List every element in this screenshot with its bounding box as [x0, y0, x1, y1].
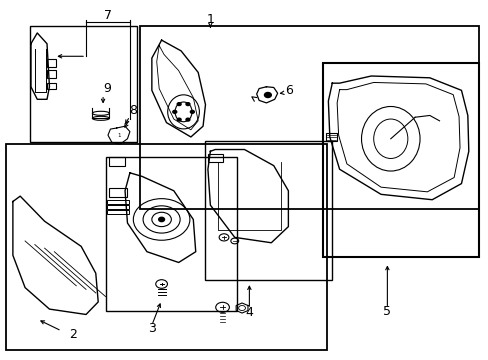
Bar — [107, 205, 129, 210]
Bar — [109, 188, 127, 197]
Bar — [140, 26, 478, 209]
Bar — [107, 210, 129, 215]
Bar — [107, 200, 129, 204]
Circle shape — [185, 118, 189, 121]
Text: 1: 1 — [206, 13, 214, 26]
Circle shape — [264, 93, 271, 98]
Circle shape — [177, 118, 181, 121]
Text: 3: 3 — [147, 322, 156, 335]
Text: 6: 6 — [285, 84, 293, 97]
Bar — [109, 157, 124, 166]
Bar — [47, 59, 56, 67]
Circle shape — [158, 217, 164, 222]
Bar — [47, 70, 56, 78]
Text: 8: 8 — [129, 104, 137, 117]
Circle shape — [185, 103, 189, 105]
Text: 1: 1 — [117, 134, 121, 138]
Bar — [205, 140, 331, 280]
Text: 7: 7 — [104, 9, 112, 22]
Bar — [47, 83, 56, 89]
Bar — [105, 157, 237, 311]
Bar — [5, 144, 327, 350]
Circle shape — [190, 111, 194, 113]
Bar — [30, 26, 137, 142]
Bar — [322, 63, 478, 257]
Text: 2: 2 — [69, 328, 77, 341]
Text: 5: 5 — [383, 306, 390, 319]
Text: 4: 4 — [245, 306, 253, 319]
Text: 9: 9 — [103, 82, 111, 95]
Circle shape — [172, 111, 176, 113]
Bar — [207, 154, 222, 162]
Circle shape — [177, 103, 181, 105]
Bar — [326, 134, 336, 140]
